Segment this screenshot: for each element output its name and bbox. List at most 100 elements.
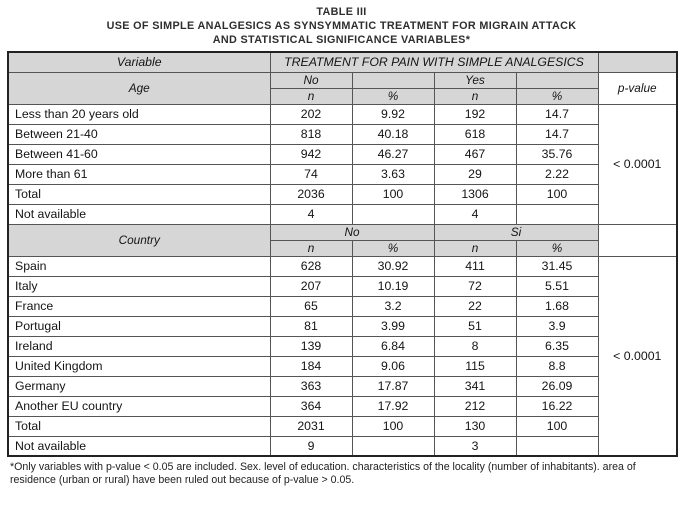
country-header-row: Country No Si <box>7 223 678 257</box>
header-row: Variable TREATMENT FOR PAIN WITH SIMPLE … <box>7 51 678 73</box>
analgesics-table: Variable TREATMENT FOR PAIN WITH SIMPLE … <box>7 51 679 457</box>
table-row: Not available 9 3 <box>7 435 677 457</box>
country-subheader-row: n % n % <box>8 239 677 257</box>
country-no-header: No <box>269 223 435 241</box>
no-pct-value: 17.87 <box>351 375 435 397</box>
yes-n-value: 192 <box>433 103 517 125</box>
page: TABLE III USE OF SIMPLE ANALGESICS AS SY… <box>7 5 679 486</box>
row-label: Spain <box>7 255 271 277</box>
no-pct-value: 3.2 <box>351 295 435 317</box>
yes-n-value: 130 <box>433 415 517 437</box>
empty-header-cell <box>515 71 599 89</box>
country-si-n-header: n <box>433 239 517 257</box>
row-label: Between 21-40 <box>7 123 271 145</box>
no-pct-value: 9.92 <box>351 103 435 125</box>
country-si-pct-header: % <box>515 239 599 257</box>
no-n-value: 628 <box>269 255 353 277</box>
row-label: United Kingdom <box>7 355 271 377</box>
yes-pct-value: 8.8 <box>515 355 599 377</box>
title-line-2: AND STATISTICAL SIGNIFICANCE VARIABLES* <box>212 34 471 46</box>
age-yes-pct-header: % <box>515 87 599 105</box>
yes-pct-value: 31.45 <box>515 255 599 277</box>
country-si-header: Si <box>433 223 599 241</box>
table-row: Between 21-40 818 40.18 618 14.7 <box>7 123 677 145</box>
table-row: Spain 628 30.92 411 31.45 < 0.0001 <box>7 255 678 457</box>
row-label: Less than 20 years old <box>7 103 271 125</box>
country-p-value: < 0.0001 <box>597 255 678 457</box>
yes-n-value: 341 <box>433 375 517 397</box>
yes-pct-value: 14.7 <box>515 123 599 145</box>
no-n-value: 4 <box>269 203 353 225</box>
yes-n-value: 72 <box>433 275 517 297</box>
country-no-pct-header: % <box>351 239 435 257</box>
row-label: Germany <box>7 375 271 397</box>
table-row: Another EU country 364 17.92 212 16.22 <box>7 395 677 417</box>
row-label: France <box>7 295 271 317</box>
table-row: United Kingdom 184 9.06 115 8.8 <box>7 355 677 377</box>
row-label: Italy <box>7 275 271 297</box>
table-row: Ireland 139 6.84 8 6.35 <box>7 335 677 357</box>
row-label: Another EU country <box>7 395 271 417</box>
no-pct-value <box>351 203 435 225</box>
yes-n-value: 1306 <box>433 183 517 205</box>
age-p-value: < 0.0001 <box>597 103 678 225</box>
no-n-value: 942 <box>269 143 353 165</box>
p-value-header: p-value <box>597 71 678 105</box>
no-pct-value: 3.99 <box>351 315 435 337</box>
table-title: TABLE III USE OF SIMPLE ANALGESICS AS SY… <box>7 5 676 47</box>
row-label: Ireland <box>7 335 271 357</box>
no-pct-value: 17.92 <box>351 395 435 417</box>
no-n-value: 207 <box>269 275 353 297</box>
table-row: Between 41-60 942 46.27 467 35.76 <box>7 143 677 165</box>
yes-pct-value: 35.76 <box>515 143 599 165</box>
no-pct-value: 3.63 <box>351 163 435 185</box>
table-row: Portugal 81 3.99 51 3.9 <box>7 315 677 337</box>
no-n-value: 139 <box>269 335 353 357</box>
yes-pct-value: 16.22 <box>515 395 599 417</box>
yes-n-value: 411 <box>433 255 517 277</box>
country-section-label: Country <box>7 223 271 257</box>
title-line-1: USE OF SIMPLE ANALGESICS AS SYNSYMMATIC … <box>106 20 577 32</box>
treatment-header: TREATMENT FOR PAIN WITH SIMPLE ANALGESIC… <box>269 51 599 73</box>
table-row: France 65 3.2 22 1.68 <box>7 295 677 317</box>
age-no-n-header: n <box>269 87 353 105</box>
no-n-value: 202 <box>269 103 353 125</box>
table-number: TABLE III <box>316 6 367 18</box>
age-header-row: Age No Yes p-value <box>7 71 678 105</box>
yes-n-value: 115 <box>433 355 517 377</box>
yes-pct-value: 6.35 <box>515 335 599 357</box>
age-no-pct-header: % <box>351 87 435 105</box>
yes-pct-value: 26.09 <box>515 375 599 397</box>
yes-pct-value: 100 <box>515 415 599 437</box>
empty-header-cell <box>351 71 435 89</box>
age-no-header: No <box>269 71 353 89</box>
no-n-value: 363 <box>269 375 353 397</box>
no-pct-value: 10.19 <box>351 275 435 297</box>
yes-n-value: 22 <box>433 295 517 317</box>
table-row: Germany 363 17.87 341 26.09 <box>7 375 677 397</box>
yes-pct-value: 1.68 <box>515 295 599 317</box>
row-label: Not available <box>7 435 271 457</box>
table-row: Total 2031 100 130 100 <box>7 415 677 437</box>
yes-pct-value: 5.51 <box>515 275 599 297</box>
yes-n-value: 8 <box>433 335 517 357</box>
yes-n-value: 51 <box>433 315 517 337</box>
empty-p-value-cell <box>597 223 678 257</box>
no-pct-value <box>351 435 435 457</box>
variable-header: Variable <box>7 51 271 73</box>
yes-pct-value <box>515 203 599 225</box>
footnote: *Only variables with p-value < 0.05 are … <box>10 461 636 486</box>
age-yes-n-header: n <box>433 87 517 105</box>
yes-n-value: 29 <box>433 163 517 185</box>
yes-n-value: 3 <box>433 435 517 457</box>
no-n-value: 364 <box>269 395 353 417</box>
row-label: Total <box>7 415 271 437</box>
table-row: Italy 207 10.19 72 5.51 <box>7 275 677 297</box>
row-label: Not available <box>7 203 271 225</box>
row-label: More than 61 <box>7 163 271 185</box>
yes-pct-value: 2.22 <box>515 163 599 185</box>
yes-pct-value: 100 <box>515 183 599 205</box>
no-pct-value: 46.27 <box>351 143 435 165</box>
no-pct-value: 100 <box>351 415 435 437</box>
no-n-value: 74 <box>269 163 353 185</box>
